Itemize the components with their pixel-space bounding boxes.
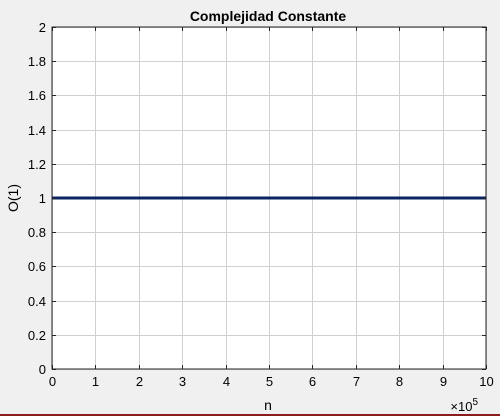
y-tick-label: 1.4 bbox=[28, 123, 46, 138]
y-tick-label: 0.6 bbox=[28, 259, 46, 274]
y-tick-label: 0 bbox=[39, 362, 46, 377]
y-tick-label: 1.6 bbox=[28, 88, 46, 103]
x-tick-label: 2 bbox=[136, 374, 143, 389]
y-tick-label: 1 bbox=[39, 191, 46, 206]
x-tick-label: 9 bbox=[440, 374, 447, 389]
x-axis-exponent-base: ×10 bbox=[450, 399, 472, 414]
x-tick-label: 4 bbox=[223, 374, 230, 389]
x-tick-label: 10 bbox=[479, 374, 493, 389]
x-tick-label: 0 bbox=[49, 374, 56, 389]
x-tick-label: 6 bbox=[309, 374, 316, 389]
x-axis-exponent-power: 5 bbox=[472, 397, 478, 408]
x-tick-label: 1 bbox=[92, 374, 99, 389]
y-tick-label: 1.8 bbox=[28, 54, 46, 69]
x-tick-label: 8 bbox=[396, 374, 403, 389]
y-axis-label: O(1) bbox=[5, 184, 21, 212]
y-tick-label: 0.4 bbox=[28, 294, 46, 309]
y-tick-label: 2 bbox=[39, 20, 46, 35]
y-tick-label: 1.2 bbox=[28, 157, 46, 172]
tick-marks bbox=[52, 27, 487, 370]
x-tick-label: 3 bbox=[179, 374, 186, 389]
x-tick-label: 7 bbox=[353, 374, 360, 389]
figure-bottom-edge bbox=[0, 414, 500, 416]
x-tick-label: 5 bbox=[266, 374, 273, 389]
chart-title: Complejidad Constante bbox=[190, 8, 347, 24]
x-tick-labels: 0 1 2 3 4 5 6 7 8 9 10 bbox=[49, 374, 494, 389]
y-tick-label: 0.2 bbox=[28, 328, 46, 343]
x-axis-label: n bbox=[264, 397, 272, 413]
y-tick-labels: 0 0.2 0.4 0.6 0.8 1 1.2 1.4 1.6 1.8 2 bbox=[28, 20, 46, 377]
x-axis-exponent: ×105 bbox=[450, 397, 478, 414]
y-tick-label: 0.8 bbox=[28, 225, 46, 240]
